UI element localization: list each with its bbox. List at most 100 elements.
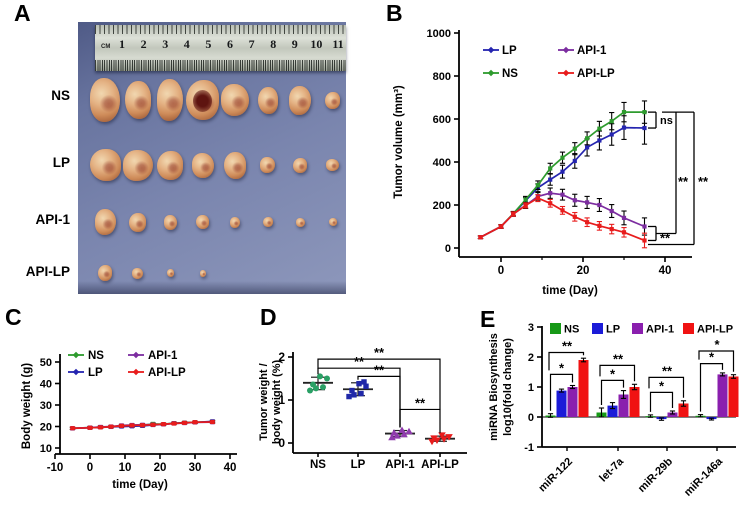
svg-text:**: ** (662, 363, 673, 378)
svg-text:20: 20 (577, 265, 590, 277)
svg-text:40: 40 (224, 462, 237, 474)
svg-text:0: 0 (87, 462, 93, 474)
ruler-ticks (95, 25, 346, 34)
tumor-specimen (166, 269, 174, 277)
svg-text:1000: 1000 (427, 28, 451, 40)
svg-text:200: 200 (433, 200, 451, 212)
series-API-LP (69, 419, 216, 431)
svg-text:10: 10 (40, 443, 52, 455)
svg-text:30: 30 (189, 462, 202, 474)
tumor-specimen (129, 212, 146, 232)
svg-text:body weight (%): body weight (%) (271, 360, 283, 445)
panel-e-label: E (480, 306, 496, 332)
panel-d-label: D (260, 304, 277, 330)
ruler-number: 3 (162, 37, 169, 51)
svg-text:2: 2 (528, 352, 534, 364)
svg-text:-10: -10 (47, 462, 64, 474)
svg-text:50: 50 (40, 357, 52, 369)
svg-text:40: 40 (659, 265, 672, 277)
svg-text:0: 0 (445, 243, 451, 255)
svg-text:*: * (559, 360, 565, 375)
tumor-specimen (262, 217, 273, 227)
svg-text:*: * (610, 366, 616, 381)
tumor-specimen (293, 157, 307, 173)
row-label-lp: LP (52, 155, 70, 170)
panel-c-label: C (5, 304, 22, 330)
axes: 0 200 400 600 800 1000 0 20 40 Tumor volume (mm³)… (393, 28, 692, 297)
svg-text:20: 20 (40, 422, 52, 434)
svg-text:LP: LP (606, 324, 620, 336)
group-LP (343, 379, 373, 400)
row-label-api-1: API-1 (35, 212, 70, 227)
tumor-specimen (132, 267, 143, 279)
ruler-unit: CM (101, 44, 111, 50)
svg-text:NS: NS (310, 459, 326, 471)
svg-text:**: ** (354, 354, 365, 369)
tumor-specimen (326, 159, 339, 171)
ruler-number: 8 (270, 37, 277, 51)
svg-text:600: 600 (433, 114, 451, 126)
svg-text:NS: NS (88, 350, 104, 362)
ruler-number: 2 (140, 37, 147, 51)
ruler-number: 9 (291, 37, 298, 51)
svg-text:log10(fold change): log10(fold change) (502, 338, 514, 436)
svg-text:**: ** (698, 174, 709, 189)
ruler-ticks (95, 60, 346, 71)
svg-text:miR-122: miR-122 (536, 456, 575, 495)
significance-brackets: ns ** ** ** (648, 111, 709, 245)
tumor-specimen (163, 214, 177, 230)
significance-brackets: ** ** ** ** (317, 345, 441, 434)
axes: 10 20 30 40 50 -10 0 10 20 30 40 Body weight (g) tim… (21, 354, 237, 491)
svg-text:**: ** (678, 174, 689, 189)
svg-text:time (Day): time (Day) (542, 285, 598, 297)
svg-text:**: ** (613, 351, 624, 366)
svg-text:let-7a: let-7a (597, 455, 626, 484)
ruler-number: 7 (248, 37, 255, 51)
panel-a-label: A (14, 0, 31, 26)
tumor-specimen (230, 216, 240, 228)
legend: NS LP API-1 API-LP (68, 350, 186, 379)
svg-text:40: 40 (40, 379, 52, 391)
svg-text:API-LP: API-LP (148, 367, 186, 379)
svg-text:10: 10 (119, 462, 132, 474)
svg-text:*: * (709, 350, 715, 365)
ruler-number: 4 (183, 37, 190, 51)
svg-text:**: ** (374, 345, 385, 360)
tumor-photo: CM 1 2 3 4 5 6 7 8 9 10 11 (78, 22, 346, 294)
tumor-weight-ratio-plot: 0 1 2 NS LP API-1 API-LP Tumor weight / body wei… (258, 345, 467, 471)
legend: LP NS API-1 API-LP (483, 45, 615, 80)
svg-text:ns: ns (660, 115, 673, 127)
row-label-ns: NS (51, 88, 70, 103)
svg-text:miR-146a: miR-146a (682, 455, 726, 499)
tumor-specimen (157, 150, 183, 180)
svg-text:Tumor volume (mm³): Tumor volume (mm³) (393, 85, 405, 199)
svg-text:*: * (714, 337, 720, 352)
tumor-specimen (157, 79, 183, 121)
svg-text:**: ** (415, 395, 426, 410)
svg-text:API-1: API-1 (148, 350, 178, 362)
tumor-volume-chart: 0 200 400 600 800 1000 0 20 40 Tumor volume (mm³)… (393, 28, 709, 297)
svg-text:NS: NS (564, 324, 579, 336)
group-NS (303, 373, 333, 394)
row-label-api-lp: API-LP (25, 264, 70, 279)
tumor-specimen (260, 157, 275, 173)
series-API-LP (477, 194, 648, 249)
panel-b-label: B (386, 0, 403, 26)
svg-text:800: 800 (433, 71, 451, 83)
svg-text:**: ** (562, 339, 573, 354)
tumor-specimen (186, 80, 219, 120)
tumor-specimen (94, 209, 116, 235)
mirna-biosynthesis-chart: 3 2 1 0 -1 miRNA Biosynthesis log10(fold chang… (488, 322, 739, 499)
svg-text:0: 0 (498, 265, 504, 277)
tumor-specimen (328, 218, 337, 226)
tumor-specimen (89, 149, 121, 181)
group-API-1 (385, 426, 415, 441)
series-LP (477, 111, 648, 240)
svg-text:LP: LP (351, 459, 366, 471)
ruler-number: 6 (227, 37, 233, 51)
svg-text:LP: LP (502, 45, 517, 57)
svg-text:20: 20 (154, 462, 167, 474)
svg-text:-1: -1 (524, 442, 534, 454)
svg-text:**: ** (660, 230, 671, 245)
